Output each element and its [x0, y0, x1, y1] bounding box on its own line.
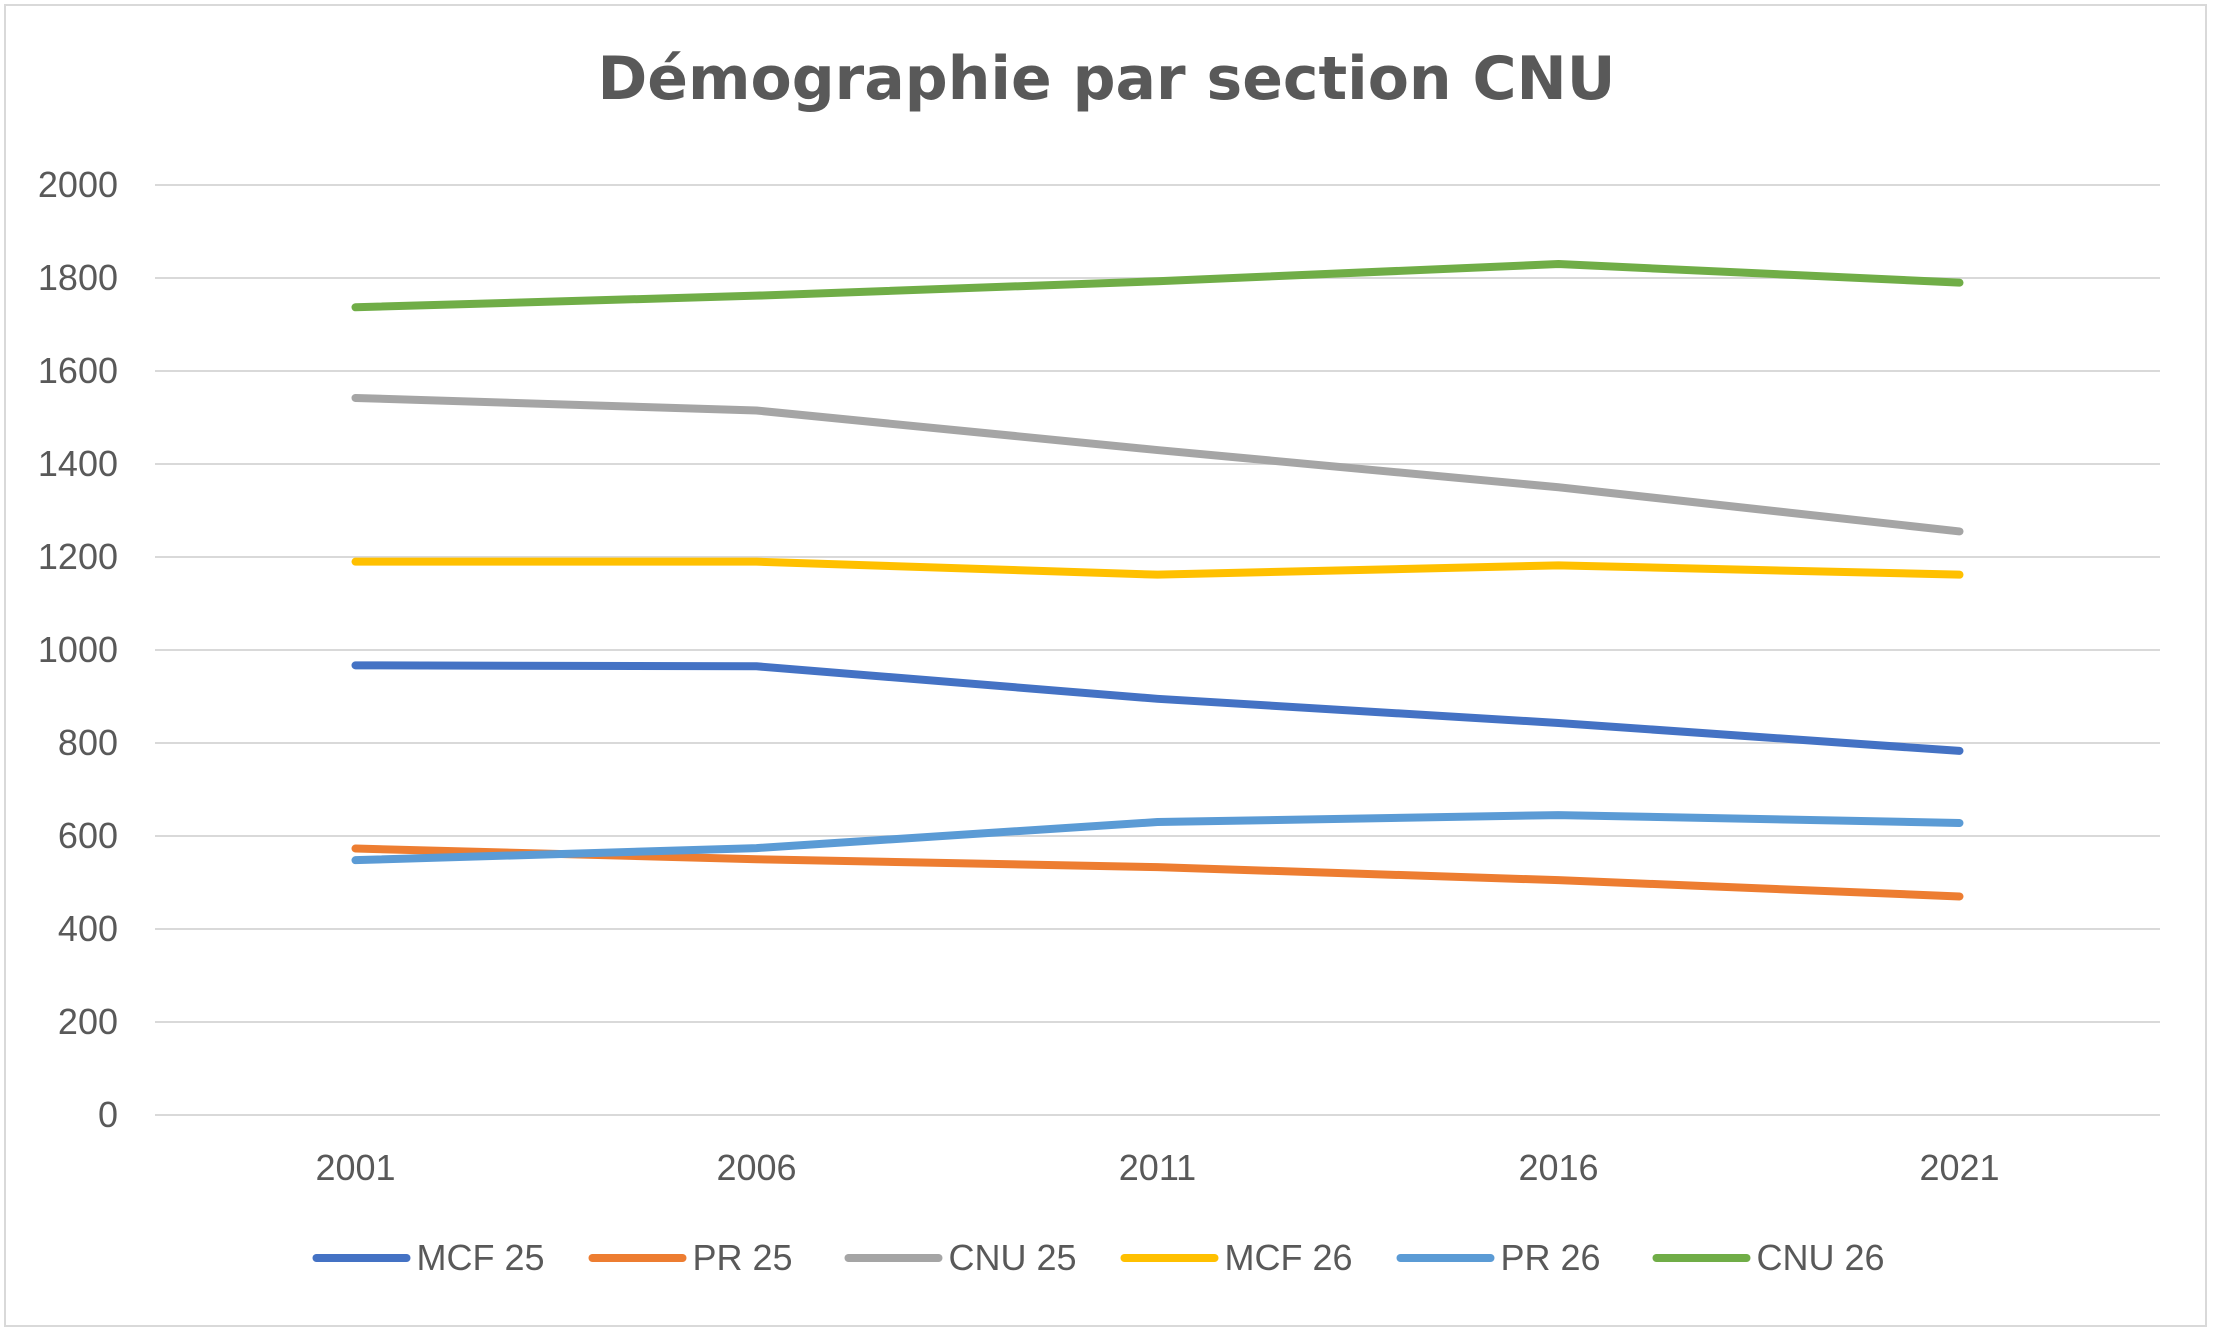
legend-label: PR 25 — [693, 1237, 793, 1278]
series-lines — [351, 260, 1964, 901]
y-tick-label: 2000 — [38, 164, 118, 205]
y-tick-label: 1200 — [38, 536, 118, 577]
series-line-cnu-25 — [351, 393, 1964, 536]
legend-label: PR 26 — [1501, 1237, 1601, 1278]
legend-item: MCF 25 — [312, 1237, 545, 1278]
y-tick-label: 1400 — [38, 443, 118, 484]
chart-title: Démographie par section CNU — [597, 44, 1616, 114]
legend-item: CNU 26 — [1652, 1237, 1885, 1278]
x-tick-label: 2016 — [1518, 1147, 1598, 1188]
y-tick-label: 1800 — [38, 257, 118, 298]
y-tick-label: 1600 — [38, 350, 118, 391]
legend-label: MCF 26 — [1225, 1237, 1353, 1278]
x-tick-label: 2006 — [716, 1147, 796, 1188]
legend-item: CNU 25 — [844, 1237, 1077, 1278]
legend-item: MCF 26 — [1120, 1237, 1353, 1278]
x-tick-label: 2021 — [1919, 1147, 1999, 1188]
y-tick-label: 0 — [98, 1094, 118, 1135]
y-tick-label: 800 — [58, 722, 118, 763]
x-tick-label: 2011 — [1119, 1147, 1196, 1188]
series-line-mcf-25 — [351, 661, 1964, 755]
series-line-mcf-26 — [351, 557, 1964, 579]
legend-item: PR 25 — [588, 1237, 793, 1278]
legend-label: CNU 26 — [1757, 1237, 1885, 1278]
y-tick-label: 400 — [58, 908, 118, 949]
y-tick-label: 1000 — [38, 629, 118, 670]
legend-label: CNU 25 — [949, 1237, 1077, 1278]
x-axis-ticks: 2001 2006 2011 2016 2021 — [315, 1147, 1999, 1188]
legend-item: PR 26 — [1396, 1237, 1601, 1278]
series-line-cnu-26 — [351, 260, 1964, 312]
gridlines — [155, 184, 2160, 1116]
series-line-pr-26 — [351, 811, 1964, 865]
x-tick-label: 2001 — [315, 1147, 395, 1188]
y-tick-label: 200 — [58, 1001, 118, 1042]
legend-label: MCF 25 — [417, 1237, 545, 1278]
y-axis-ticks: 0 200 400 600 800 1000 1200 1400 1600 1800 2000 — [38, 164, 118, 1135]
y-tick-label: 600 — [58, 815, 118, 856]
legend: MCF 25 PR 25 CNU 25 MCF 26 PR 26 CNU 26 — [312, 1237, 1885, 1278]
